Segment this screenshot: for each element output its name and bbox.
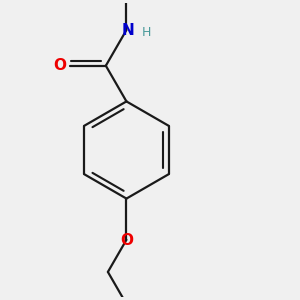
Text: O: O <box>120 233 133 248</box>
Text: O: O <box>53 58 66 73</box>
Text: N: N <box>122 22 134 38</box>
Text: H: H <box>142 26 151 40</box>
